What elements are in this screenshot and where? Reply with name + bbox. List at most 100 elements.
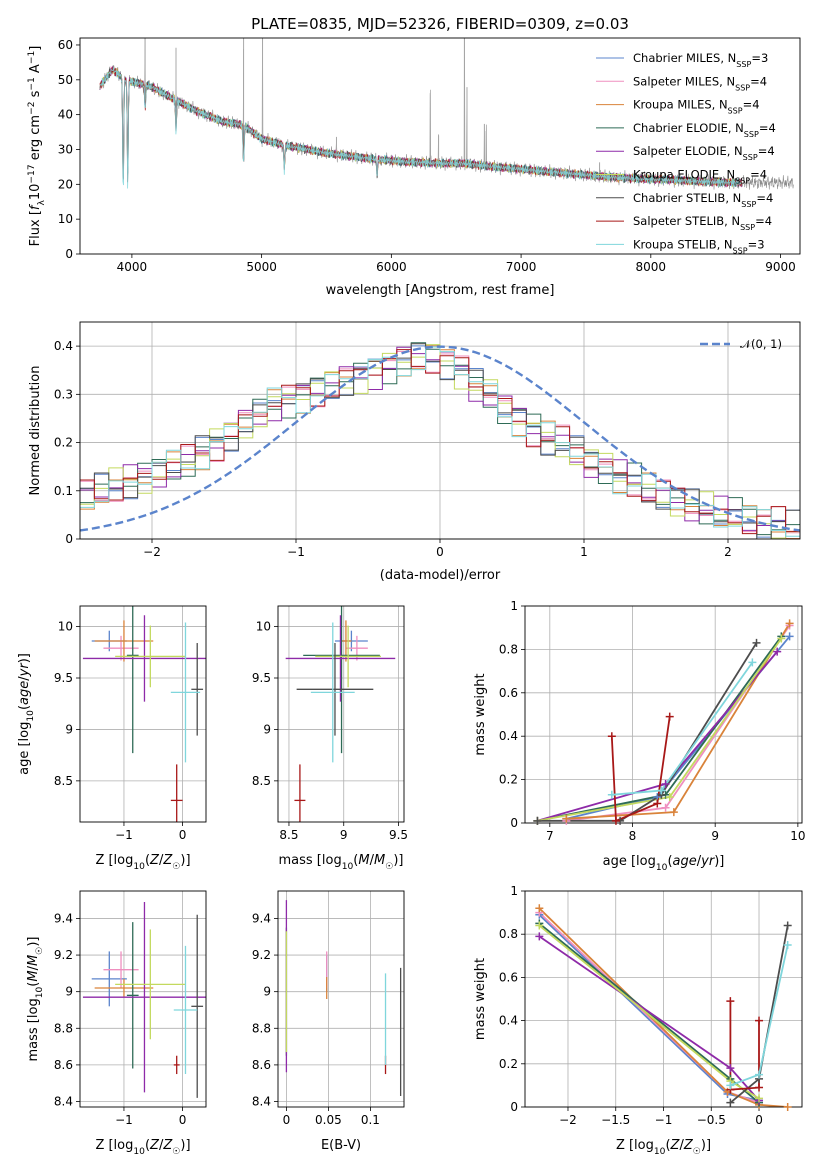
series-marker bbox=[748, 658, 757, 667]
y-tick-label: 0 bbox=[65, 247, 73, 261]
y-tick-label: 0 bbox=[510, 816, 518, 830]
y-tick-label: 9 bbox=[65, 722, 73, 736]
chart-spectrum: 4000 5000 6000 7000 8000 9000 0 10 20 30 40 50 60 PLA… bbox=[27, 15, 801, 298]
y-axis-label: Flux [fλ10−17 erg cm−2 s−1 A−1] bbox=[27, 46, 47, 247]
x-tick-label: 6000 bbox=[376, 260, 407, 274]
x-tick-label: 0.1 bbox=[361, 1113, 380, 1127]
y-tick-label: 0.4 bbox=[499, 729, 518, 743]
x-tick-label: 2 bbox=[724, 545, 732, 559]
plot-area bbox=[99, 38, 794, 190]
series-marker bbox=[653, 799, 662, 808]
series-marker bbox=[535, 921, 544, 930]
series-line bbox=[538, 914, 760, 1102]
legend-label: Chabrier MILES, NSSP=3 bbox=[633, 51, 768, 69]
series-marker bbox=[726, 1064, 735, 1073]
y-tick-label: 0.8 bbox=[499, 927, 518, 941]
x-tick-label: −1 bbox=[655, 1113, 673, 1127]
y-axis-label: age [log10(age/yr)] bbox=[17, 653, 36, 775]
series-marker bbox=[533, 816, 542, 825]
chart-mass-vs-ebv: 0 0.05 0.1 8.4 8.6 8.8 9 9.2 9.4 E(B-V) bbox=[252, 890, 405, 1153]
x-axis-label: (data-model)/error bbox=[380, 568, 501, 583]
series-line bbox=[729, 1001, 760, 1091]
series-line bbox=[610, 716, 671, 823]
chart-mass-weight-vs-age: 7 8 9 10 0 0.2 0.4 0.6 0.8 1 age [log10(age/yr)] ma… bbox=[473, 599, 806, 873]
y-tick-label: 9 bbox=[263, 722, 271, 736]
series-marker bbox=[607, 790, 616, 799]
model-spectrum bbox=[99, 67, 742, 187]
y-tick-label: 0.1 bbox=[54, 484, 73, 498]
y-tick-label: 1 bbox=[510, 599, 518, 613]
y-tick-label: 40 bbox=[58, 108, 73, 122]
x-tick-label: 5000 bbox=[246, 260, 277, 274]
x-tick-label: −2 bbox=[143, 545, 161, 559]
x-tick-label: 0 bbox=[283, 1113, 291, 1127]
y-tick-label: 30 bbox=[58, 142, 73, 156]
x-axis-label: wavelength [Angstrom, rest frame] bbox=[326, 283, 555, 298]
y-tick-label: 9.4 bbox=[252, 911, 271, 925]
y-tick-label: 0.2 bbox=[54, 436, 73, 450]
x-tick-label: 9.5 bbox=[389, 828, 408, 842]
legend-label: Kroupa STELIB, NSSP=3 bbox=[633, 237, 765, 255]
axes-frame bbox=[79, 37, 801, 255]
series-line bbox=[537, 642, 758, 822]
x-tick-label: 9 bbox=[711, 829, 719, 843]
series-marker bbox=[535, 904, 544, 913]
series-marker bbox=[611, 816, 620, 825]
series-marker bbox=[665, 792, 674, 801]
series-marker bbox=[785, 619, 794, 628]
series-marker bbox=[726, 1098, 735, 1107]
series-marker bbox=[783, 1103, 792, 1111]
y-tick-label: 9.5 bbox=[252, 671, 271, 685]
x-axis-label: Z [log10(Z/Z☉)] bbox=[95, 853, 190, 872]
y-tick-label: 1 bbox=[510, 884, 518, 898]
chart-mass-vs-z: −1 0 8.4 8.6 8.8 9 9.2 9.4 Z [log10(Z/Z☉)] mass [… bbox=[26, 890, 207, 1157]
axes-frame bbox=[79, 605, 207, 823]
x-tick-label: 7000 bbox=[506, 260, 537, 274]
series-marker bbox=[783, 921, 792, 930]
plot-area bbox=[80, 342, 800, 539]
series-marker bbox=[785, 632, 794, 641]
axes-frame bbox=[524, 605, 803, 824]
axes-frame bbox=[277, 890, 405, 1108]
axes-frame bbox=[79, 890, 207, 1108]
y-tick-label: 9.5 bbox=[54, 671, 73, 685]
y-tick-label: 0 bbox=[510, 1100, 518, 1114]
x-tick-label: 9 bbox=[340, 828, 348, 842]
legend-label: Salpeter MILES, NSSP=4 bbox=[633, 74, 767, 92]
x-tick-label: 0 bbox=[179, 828, 187, 842]
series-marker bbox=[661, 779, 670, 788]
x-tick-label: 8.5 bbox=[279, 828, 298, 842]
x-tick-label: 8 bbox=[629, 829, 637, 843]
x-tick-label: 0 bbox=[436, 545, 444, 559]
x-tick-label: −1 bbox=[287, 545, 305, 559]
series-marker bbox=[773, 647, 782, 656]
y-tick-label: 20 bbox=[58, 177, 73, 191]
y-tick-label: 8.8 bbox=[252, 1021, 271, 1035]
x-axis-label: Z [log10(Z/Z☉)] bbox=[95, 1138, 190, 1157]
y-tick-label: 0.8 bbox=[499, 642, 518, 656]
series-marker bbox=[657, 786, 666, 795]
x-tick-label: −0.5 bbox=[697, 1113, 726, 1127]
y-tick-label: 10 bbox=[256, 620, 271, 634]
legend-label: 𝒩(0, 1) bbox=[740, 337, 782, 351]
series-marker bbox=[755, 1016, 764, 1025]
plot-area bbox=[82, 901, 206, 1098]
x-tick-label: 0 bbox=[755, 1113, 763, 1127]
x-tick-label: 9000 bbox=[765, 260, 796, 274]
series-marker bbox=[783, 941, 792, 949]
series-line bbox=[566, 624, 791, 822]
x-tick-label: 10 bbox=[790, 829, 805, 843]
y-tick-label: 10 bbox=[58, 212, 73, 226]
series-marker bbox=[562, 814, 571, 823]
model-spectrum bbox=[99, 67, 742, 189]
y-tick-label: 0.4 bbox=[54, 339, 73, 353]
y-tick-label: 10 bbox=[58, 620, 73, 634]
series-marker bbox=[607, 732, 616, 741]
y-tick-label: 0.3 bbox=[54, 387, 73, 401]
series-marker bbox=[665, 712, 674, 721]
series-marker bbox=[535, 932, 544, 941]
plot-area bbox=[285, 900, 402, 1097]
y-tick-label: 8.5 bbox=[54, 774, 73, 788]
x-tick-label: 8000 bbox=[636, 260, 667, 274]
x-tick-label: −1 bbox=[115, 1113, 133, 1127]
